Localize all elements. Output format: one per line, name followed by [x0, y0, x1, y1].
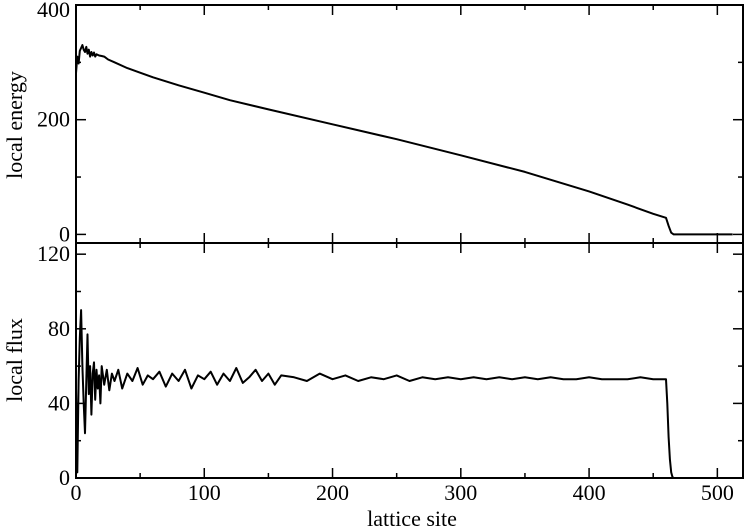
flux-y-tick-label: 40	[48, 390, 70, 415]
flux-x-tick-label: 300	[444, 480, 477, 505]
energy-plot-frame	[75, 4, 744, 244]
energy-y-tick-label: 200	[37, 107, 70, 132]
flux-y-tick-label: 80	[48, 316, 70, 341]
flux-x-tick-label: 0	[71, 480, 82, 505]
flux-y-tick-label: 0	[59, 465, 70, 490]
energy-y-tick-label: 400	[37, 0, 70, 22]
flux-panel: local flux lattice site 0 40 80 120 0 100 200 3…	[2, 241, 744, 530]
x-axis-label: lattice site	[367, 506, 457, 530]
flux-series-line	[75, 309, 733, 479]
energy-series-line	[75, 44, 733, 236]
flux-x-tick-label: 100	[188, 480, 221, 505]
energy-panel: local energy 0 200 400	[2, 0, 744, 246]
energy-y-tick-label: 0	[59, 221, 70, 246]
flux-x-tick-label: 400	[573, 480, 606, 505]
energy-y-axis-label: local energy	[2, 71, 27, 179]
flux-x-tick-label: 200	[316, 480, 349, 505]
flux-plot-frame	[75, 242, 744, 479]
flux-y-tick-label: 120	[37, 241, 70, 266]
flux-y-axis-label: local flux	[2, 318, 27, 402]
flux-x-tick-label: 500	[701, 480, 734, 505]
